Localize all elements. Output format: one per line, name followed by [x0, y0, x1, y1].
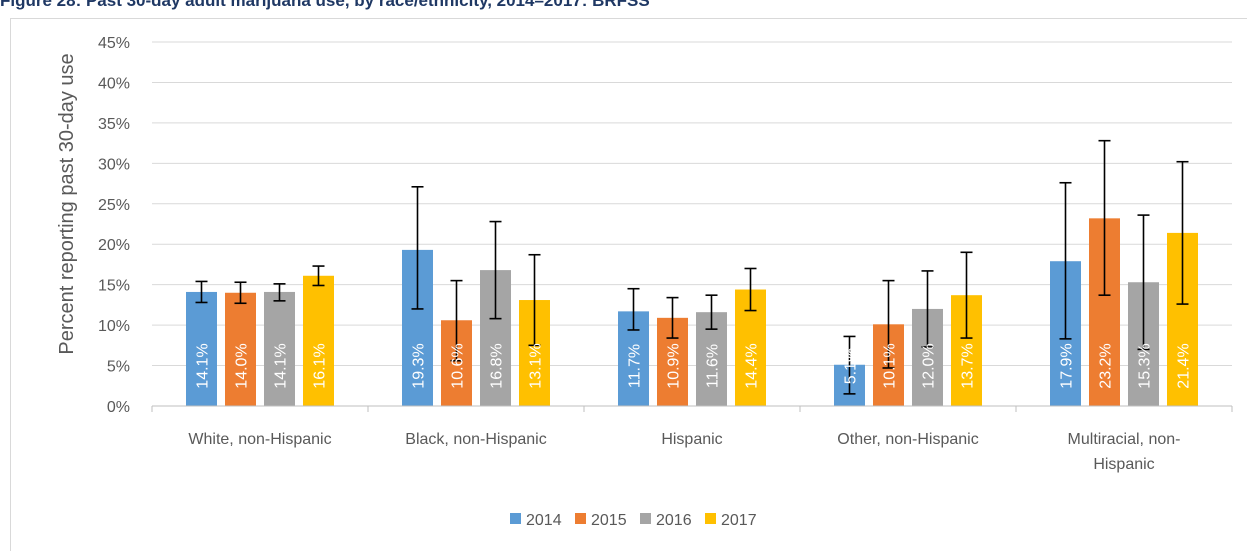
data-label: 17.9%	[1059, 343, 1076, 388]
legend-label: 2017	[721, 512, 757, 529]
data-label: 13.7%	[960, 343, 977, 388]
data-label: 10.1%	[882, 343, 899, 388]
data-label: 19.3%	[411, 343, 428, 388]
data-labels: 14.1% 14.0% 14.1% 16.1% 19.3% 10.6% 16.8% 13.1%…	[195, 343, 1193, 388]
y-axis-label: Percent reporting past 30-day use	[56, 53, 78, 354]
category-label: Hispanic	[661, 431, 722, 448]
y-tick-label: 10%	[98, 318, 130, 335]
data-label: 14.0%	[234, 343, 251, 388]
category-label: White, non-Hispanic	[188, 431, 331, 448]
y-tick-label: 5%	[107, 359, 130, 376]
y-tick-label: 30%	[98, 156, 130, 173]
data-label: 10.9%	[666, 343, 683, 388]
category-labels: White, non-Hispanic Black, non-Hispanic Hi…	[188, 431, 1180, 473]
y-tick-label: 25%	[98, 197, 130, 214]
legend-swatch	[510, 513, 521, 524]
data-label: 16.1%	[312, 343, 329, 388]
legend-label: 2014	[526, 512, 562, 529]
bar	[186, 291, 217, 406]
chart-frame	[10, 18, 1247, 551]
category-label: Black, non-Hispanic	[405, 431, 546, 448]
data-label: 14.1%	[273, 343, 290, 388]
y-tick-label: 45%	[98, 35, 130, 52]
y-tick-label: 40%	[98, 75, 130, 92]
data-label: 15.3%	[1137, 343, 1154, 388]
data-label: 23.2%	[1098, 343, 1115, 388]
data-label: 11.6%	[705, 344, 722, 388]
legend-swatch	[705, 513, 716, 524]
y-tick-label: 15%	[98, 278, 130, 295]
category-label: Multiracial, non-	[1068, 431, 1181, 448]
data-label: 21.4%	[1176, 343, 1193, 388]
error-bars	[195, 139, 1189, 395]
y-tick-label: 20%	[98, 237, 130, 254]
bar	[264, 291, 295, 406]
y-tick-label: 0%	[107, 399, 130, 416]
data-label: 12.0%	[921, 343, 938, 388]
category-label: Hispanic	[1093, 456, 1154, 473]
category-label: Other, non-Hispanic	[837, 431, 978, 448]
bars	[186, 218, 1198, 406]
legend-label: 2015	[591, 512, 627, 529]
data-label: 5.1%	[843, 348, 860, 384]
figure-title: Figure 28: Past 30-day adult marijuana u…	[0, 0, 650, 10]
legend-swatch	[575, 513, 586, 524]
data-label: 14.4%	[744, 343, 761, 388]
data-label: 14.1%	[195, 343, 212, 388]
data-label: 13.1%	[528, 343, 545, 388]
x-axis	[151, 405, 1233, 412]
data-label: 16.8%	[489, 343, 506, 388]
legend-swatch	[640, 513, 651, 524]
legend-label: 2016	[656, 512, 692, 529]
data-label: 10.6%	[450, 343, 467, 388]
bar	[303, 275, 334, 406]
legend: 2014 2015 2016 2017	[510, 512, 757, 529]
y-tick-label: 35%	[98, 116, 130, 133]
data-label: 11.7%	[627, 344, 644, 388]
bar	[225, 292, 256, 406]
y-axis-ticks: 0% 5% 10% 15% 20% 25% 30% 35% 40% 45%	[98, 35, 130, 416]
